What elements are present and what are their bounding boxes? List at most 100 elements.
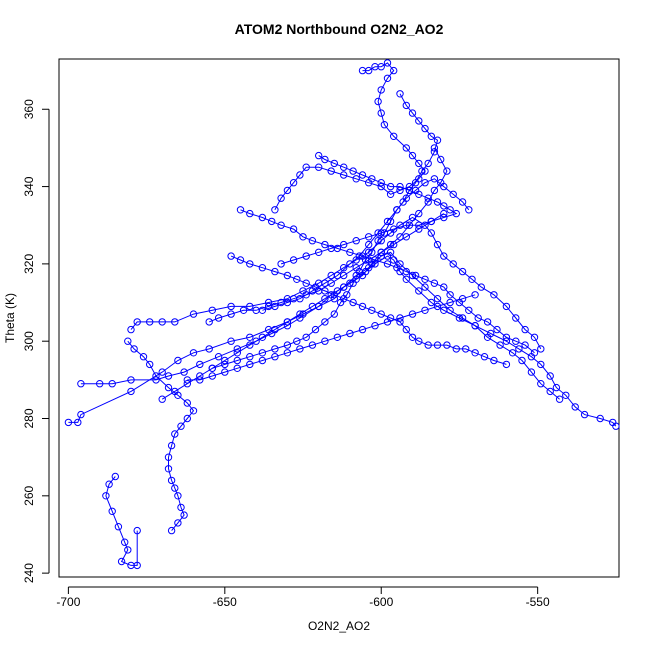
data-point (246, 353, 254, 361)
data-point (233, 345, 242, 353)
data-point (327, 167, 335, 175)
data-point (221, 360, 229, 369)
data-point (321, 155, 329, 164)
data-point (408, 333, 417, 341)
data-point (177, 422, 185, 430)
data-point (415, 159, 423, 168)
data-point (383, 318, 392, 326)
y-axis: 240 260 280 300 320 340 360 (22, 99, 50, 583)
data-point (411, 179, 420, 187)
data-point (452, 209, 460, 218)
x-tick-label: -600 (369, 595, 393, 609)
data-point (164, 465, 173, 473)
data-point (368, 306, 376, 314)
data-point (518, 356, 526, 365)
y-tick-label: 280 (22, 408, 36, 428)
data-point (302, 163, 310, 171)
data-point (346, 329, 354, 338)
data-point (227, 337, 235, 345)
data-point (383, 74, 392, 83)
data-point (233, 349, 242, 357)
data-point (424, 341, 432, 349)
data-point (512, 314, 520, 322)
series-line (240, 209, 535, 354)
data-point (396, 186, 404, 195)
data-point (433, 295, 442, 303)
series-line (274, 62, 426, 211)
data-point (358, 171, 367, 179)
data-point (158, 395, 166, 403)
data-point (411, 271, 420, 280)
series-6 (271, 59, 429, 214)
data-point (289, 256, 298, 264)
y-axis-label: Theta (K) (3, 293, 17, 343)
data-point (299, 233, 307, 241)
data-point (171, 484, 179, 492)
data-point (277, 298, 285, 307)
y-tick-label: 260 (22, 485, 36, 505)
data-point (521, 341, 529, 349)
data-point (408, 310, 417, 318)
data-point (236, 206, 245, 214)
data-point (358, 325, 367, 334)
data-point (424, 159, 432, 168)
data-point (246, 360, 254, 369)
data-point (502, 360, 511, 369)
data-point (530, 349, 539, 357)
data-point (196, 372, 204, 380)
data-point (418, 167, 426, 175)
data-point (293, 337, 301, 345)
data-point (480, 353, 489, 361)
data-point (296, 314, 304, 322)
data-point (433, 198, 442, 206)
data-point (352, 237, 360, 245)
data-point (146, 360, 154, 369)
y-tick-label: 360 (22, 99, 36, 119)
data-point (396, 182, 404, 191)
data-point (346, 260, 354, 268)
data-point (346, 279, 354, 287)
data-point (321, 240, 329, 249)
data-point (402, 267, 410, 276)
data-point (302, 279, 310, 287)
data-point (415, 287, 423, 295)
data-point (283, 341, 292, 349)
data-point (537, 345, 545, 353)
data-point (189, 349, 198, 357)
data-point (402, 325, 410, 334)
data-point (289, 179, 298, 187)
series-layer (64, 59, 620, 570)
data-point (546, 387, 554, 396)
data-point (430, 175, 439, 183)
data-point (374, 237, 382, 245)
data-point (390, 66, 398, 75)
data-point (377, 248, 385, 257)
data-point (386, 248, 395, 257)
data-point (546, 372, 554, 380)
data-point (390, 132, 398, 141)
data-point (427, 229, 435, 237)
data-point (258, 349, 267, 357)
data-point (246, 260, 254, 268)
data-point (167, 441, 176, 450)
data-point (321, 295, 329, 303)
data-point (471, 322, 479, 330)
data-point (146, 318, 154, 326)
data-point (502, 337, 511, 345)
data-point (158, 318, 166, 326)
data-point (139, 353, 148, 361)
data-point (315, 163, 323, 171)
data-point (415, 221, 423, 229)
y-tick-label: 300 (22, 331, 36, 351)
data-point (271, 353, 279, 361)
data-point (289, 225, 298, 233)
data-point (465, 306, 473, 314)
data-point (377, 310, 385, 318)
data-point (421, 275, 429, 283)
data-point (427, 132, 435, 141)
data-point (471, 349, 479, 357)
data-point (462, 345, 470, 353)
data-point (440, 283, 448, 291)
data-point (580, 410, 589, 419)
data-point (483, 333, 492, 341)
